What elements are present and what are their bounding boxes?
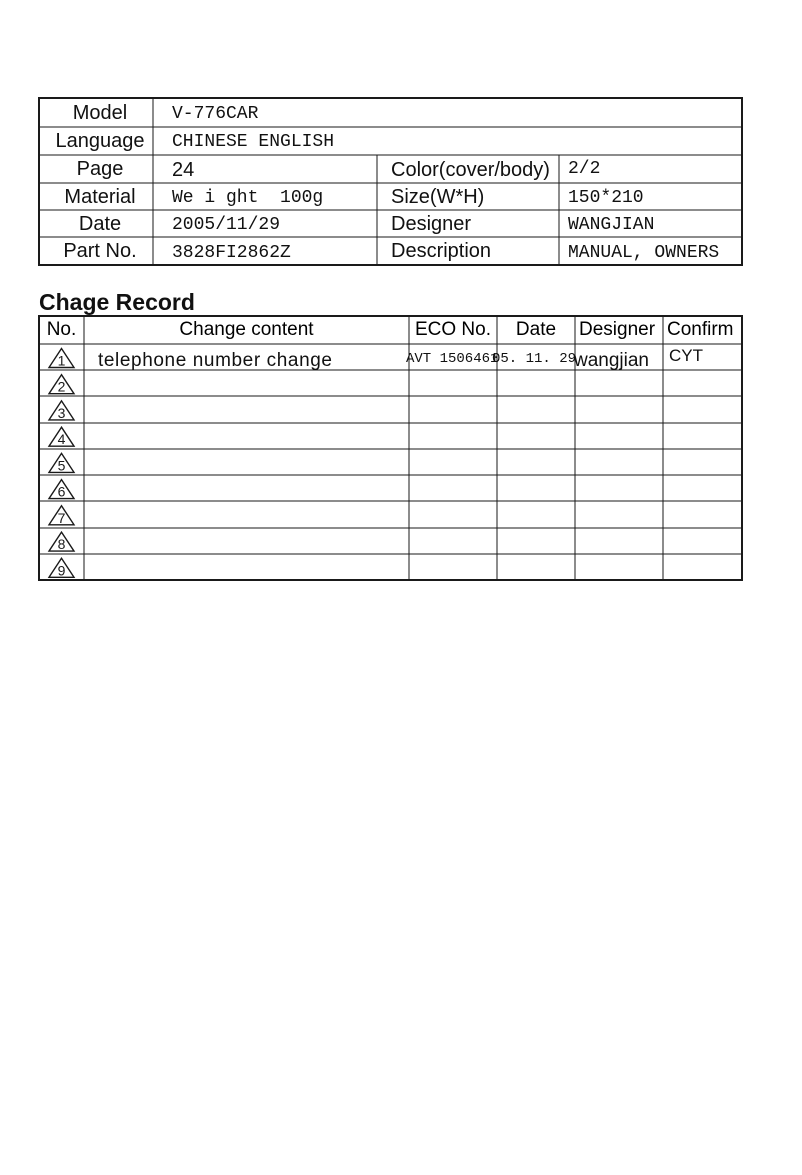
svg-text:2: 2 <box>58 379 66 395</box>
svg-text:9: 9 <box>58 562 66 578</box>
svg-text:4: 4 <box>58 431 66 447</box>
svg-text:1: 1 <box>58 353 66 369</box>
svg-text:7: 7 <box>58 510 66 526</box>
svg-text:5: 5 <box>58 457 66 473</box>
svg-text:6: 6 <box>58 484 66 500</box>
svg-text:8: 8 <box>58 536 66 552</box>
svg-text:3: 3 <box>58 405 66 421</box>
